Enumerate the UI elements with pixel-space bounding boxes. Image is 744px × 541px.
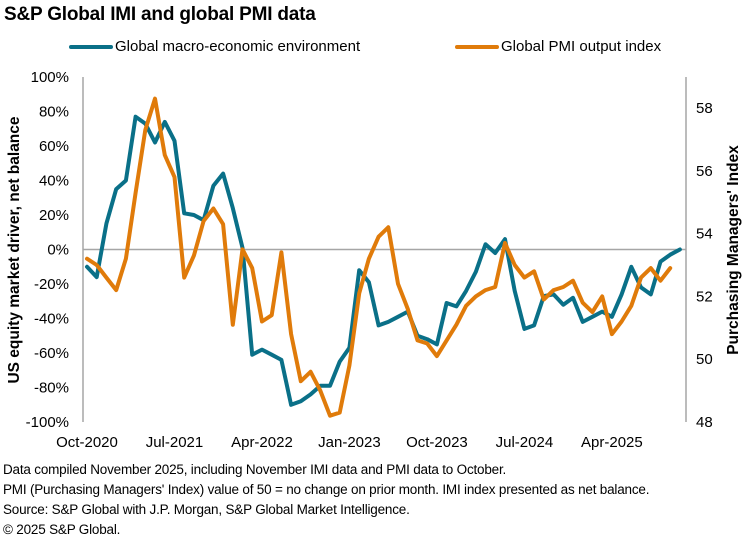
y-tick-label: 80% — [39, 104, 69, 121]
legend-item-imi: Global macro-economic environment — [69, 38, 360, 55]
chart-title: S&P Global IMI and global PMI data — [4, 4, 316, 25]
y-tick-label: -40% — [34, 311, 69, 328]
legend: Global macro-economic environment Global… — [0, 38, 744, 60]
footnote-source: Source: S&P Global with J.P. Morgan, S&P… — [3, 502, 410, 517]
footnote-data-compiled: Data compiled November 2025, including N… — [3, 462, 507, 477]
y-tick-label: 20% — [39, 207, 69, 224]
y-tick-label: -20% — [34, 276, 69, 293]
y-axis-title: US equity market driver, net balance — [6, 116, 23, 383]
series-line-pmi — [85, 96, 673, 418]
chart-plot: 100% 80% 60% 40% 20% 0% -20% -40% -60% -80% -100% 5… — [6, 69, 742, 451]
y-tick-label: 40% — [39, 173, 69, 190]
legend-label-pmi: Global PMI output index — [501, 38, 662, 55]
legend-swatch-imi — [69, 44, 113, 49]
footnote-pmi-definition: PMI (Purchasing Managers' Index) value o… — [3, 482, 650, 497]
x-tick-label: Jan-2023 — [318, 434, 381, 451]
x-tick-label: Oct-2020 — [56, 434, 118, 451]
legend-label-imi: Global macro-economic environment — [115, 38, 361, 55]
x-tick-label: Apr-2022 — [231, 434, 293, 451]
footnotes: Data compiled November 2025, including N… — [3, 460, 649, 540]
footnote-copyright: © 2025 S&P Global. — [3, 522, 121, 537]
y-tick-label: -100% — [26, 414, 69, 431]
y2-tick-label: 58 — [696, 100, 713, 117]
y2-tick-label: 50 — [696, 351, 713, 368]
y2-tick-label: 54 — [696, 226, 713, 243]
legend-item-pmi: Global PMI output index — [455, 38, 661, 55]
y-tick-label: 0% — [47, 242, 69, 259]
y2-axis-title: Purchasing Managers' Index — [725, 145, 742, 355]
x-tick-label: Jul-2024 — [496, 434, 554, 451]
y2-tick-label: 52 — [696, 288, 713, 305]
y-tick-label: 60% — [39, 138, 69, 155]
y-tick-label: -60% — [34, 345, 69, 362]
y2-tick-label: 56 — [696, 163, 713, 180]
x-tick-label: Oct-2023 — [406, 434, 468, 451]
x-tick-label: Jul-2021 — [146, 434, 204, 451]
legend-swatch-pmi — [455, 44, 499, 49]
y-tick-label: 100% — [31, 69, 69, 86]
series-line-imi — [85, 114, 682, 407]
y-tick-label: -80% — [34, 380, 69, 397]
x-tick-label: Apr-2025 — [581, 434, 643, 451]
y2-tick-label: 48 — [696, 414, 713, 431]
